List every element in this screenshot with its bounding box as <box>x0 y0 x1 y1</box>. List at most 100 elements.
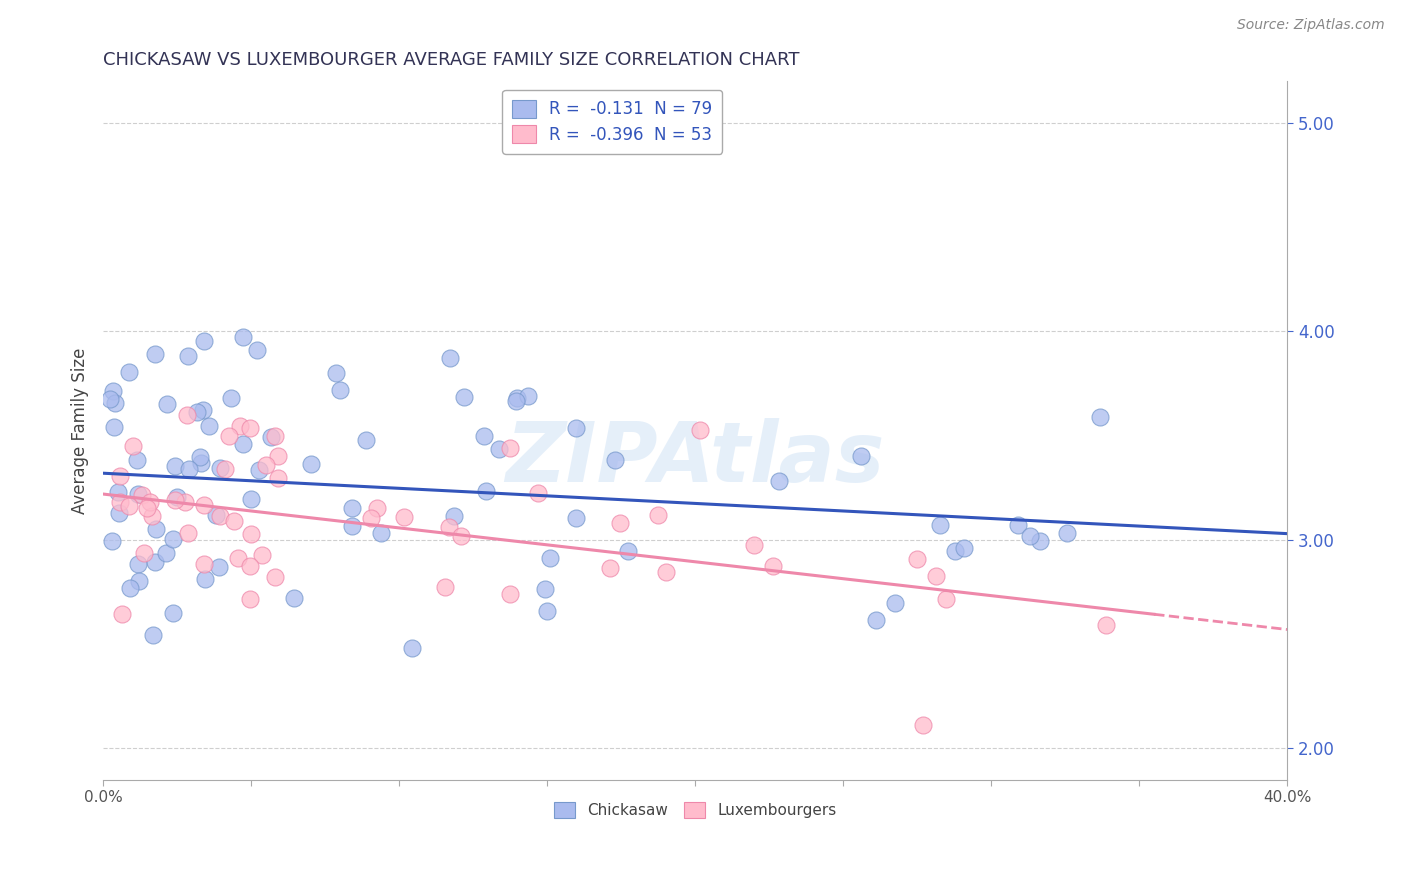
Point <box>768 474 790 488</box>
Point <box>538 551 561 566</box>
Point <box>142 627 165 641</box>
Point <box>360 511 382 525</box>
Point <box>232 437 254 451</box>
Point <box>176 408 198 422</box>
Point <box>536 604 558 618</box>
Point <box>107 507 129 521</box>
Point <box>499 587 522 601</box>
Point <box>110 495 132 509</box>
Point <box>401 640 423 655</box>
Point <box>264 428 287 442</box>
Point <box>1028 533 1050 548</box>
Point <box>174 494 197 508</box>
Point <box>1090 409 1112 424</box>
Point <box>434 580 457 594</box>
Point <box>177 462 200 476</box>
Point <box>177 350 200 364</box>
Text: CHICKASAW VS LUXEMBOURGER AVERAGE FAMILY SIZE CORRELATION CHART: CHICKASAW VS LUXEMBOURGER AVERAGE FAMILY… <box>103 51 800 69</box>
Point <box>111 607 134 621</box>
Point <box>911 718 934 732</box>
Point <box>905 552 928 566</box>
Point <box>443 508 465 523</box>
Point <box>127 486 149 500</box>
Point <box>209 508 232 523</box>
Text: Source: ZipAtlas.com: Source: ZipAtlas.com <box>1237 18 1385 31</box>
Point <box>616 544 638 558</box>
Point <box>127 557 149 571</box>
Point <box>128 574 150 588</box>
Point <box>260 430 283 444</box>
Point <box>101 533 124 548</box>
Point <box>689 423 711 437</box>
Point <box>299 458 322 472</box>
Point <box>139 495 162 509</box>
Point <box>565 421 588 435</box>
Point <box>163 458 186 473</box>
Point <box>131 488 153 502</box>
Point <box>103 420 125 434</box>
Point <box>104 396 127 410</box>
Point <box>654 566 676 580</box>
Point <box>176 526 198 541</box>
Point <box>609 516 631 530</box>
Point <box>499 441 522 455</box>
Point <box>264 570 287 584</box>
Point <box>118 582 141 596</box>
Point <box>166 491 188 505</box>
Point <box>239 526 262 541</box>
Point <box>354 434 377 448</box>
Point <box>191 403 214 417</box>
Point <box>134 545 156 559</box>
Point <box>190 456 212 470</box>
Point <box>266 450 288 464</box>
Point <box>110 469 132 483</box>
Point <box>162 532 184 546</box>
Point <box>565 511 588 525</box>
Point <box>188 450 211 464</box>
Point <box>1095 617 1118 632</box>
Point <box>226 551 249 566</box>
Point <box>163 493 186 508</box>
Point <box>118 365 141 379</box>
Point <box>505 394 527 409</box>
Point <box>135 501 157 516</box>
Point <box>247 463 270 477</box>
Point <box>232 330 254 344</box>
Point <box>224 514 246 528</box>
Point <box>156 397 179 411</box>
Point <box>865 613 887 627</box>
Point <box>370 525 392 540</box>
Point <box>155 546 177 560</box>
Point <box>475 484 498 499</box>
Point <box>239 559 262 574</box>
Point <box>143 347 166 361</box>
Point <box>1018 529 1040 543</box>
Point <box>450 529 472 543</box>
Point <box>98 392 121 407</box>
Point <box>228 418 250 433</box>
Point <box>208 460 231 475</box>
Point <box>250 549 273 563</box>
Point <box>953 541 976 555</box>
Point <box>340 518 363 533</box>
Point <box>198 418 221 433</box>
Point <box>246 343 269 358</box>
Point <box>325 366 347 380</box>
Point <box>145 522 167 536</box>
Y-axis label: Average Family Size: Average Family Size <box>72 347 89 514</box>
Point <box>925 568 948 582</box>
Point <box>762 558 785 573</box>
Point <box>122 439 145 453</box>
Point <box>208 560 231 574</box>
Point <box>1056 526 1078 541</box>
Point <box>488 442 510 456</box>
Point <box>205 508 228 522</box>
Point <box>849 449 872 463</box>
Point <box>943 543 966 558</box>
Point <box>162 607 184 621</box>
Point <box>439 351 461 365</box>
Point <box>186 405 208 419</box>
Point <box>193 334 215 348</box>
Point <box>394 510 416 524</box>
Point <box>647 508 669 522</box>
